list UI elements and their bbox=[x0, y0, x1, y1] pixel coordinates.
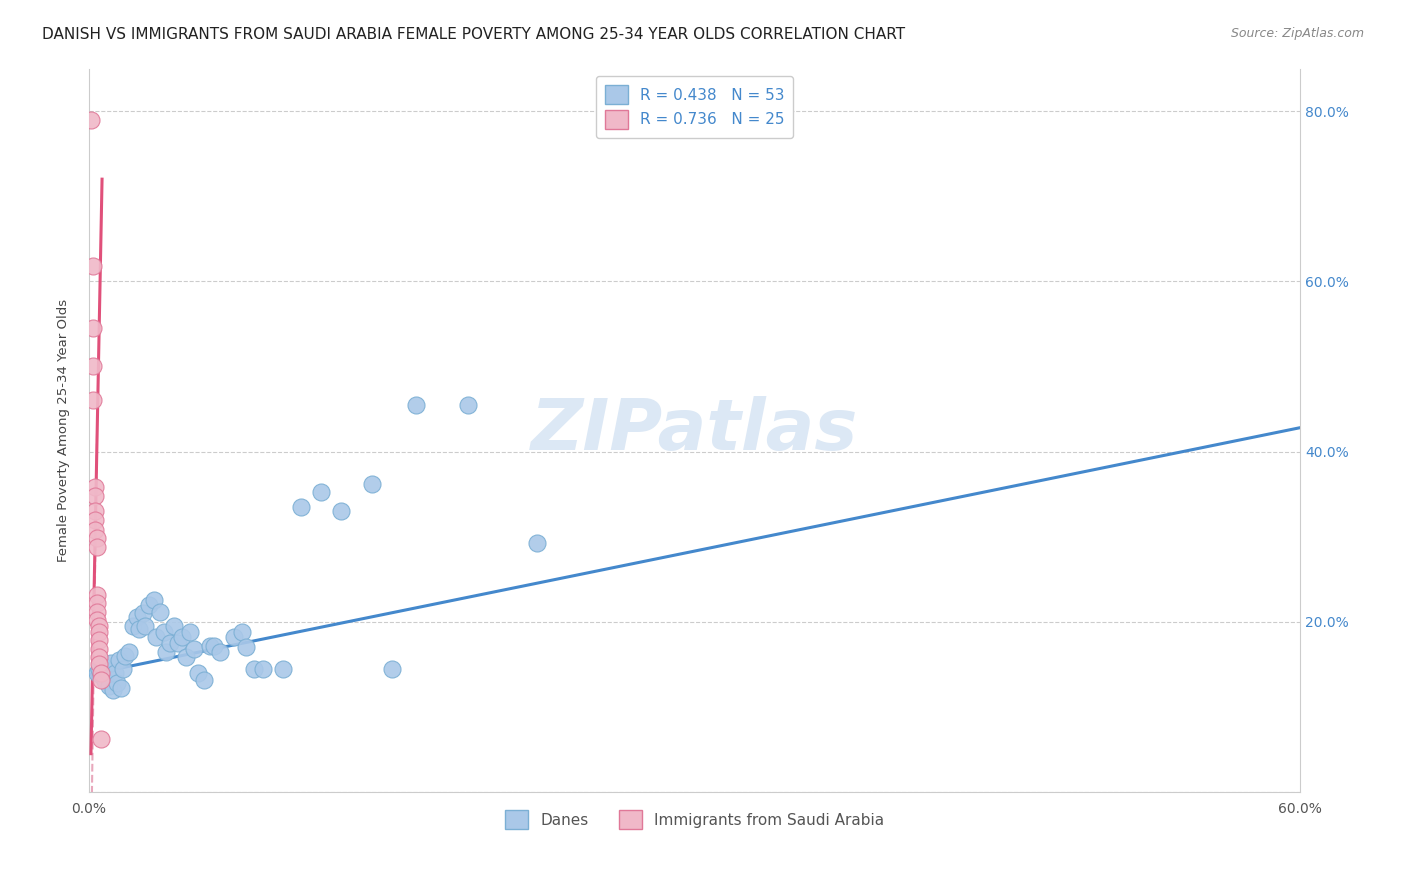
Text: ZIPatlas: ZIPatlas bbox=[531, 396, 858, 465]
Point bbox=[183, 642, 205, 657]
Point bbox=[104, 665, 127, 680]
Point bbox=[243, 661, 266, 675]
Point bbox=[145, 630, 167, 644]
Point bbox=[87, 661, 110, 675]
Point bbox=[360, 476, 382, 491]
Point bbox=[86, 613, 108, 627]
Legend: Danes, Immigrants from Saudi Arabia: Danes, Immigrants from Saudi Arabia bbox=[499, 804, 890, 835]
Point bbox=[202, 639, 225, 653]
Point bbox=[105, 676, 128, 690]
Point bbox=[87, 619, 110, 633]
Point bbox=[155, 644, 177, 658]
Point bbox=[231, 624, 253, 639]
Point bbox=[100, 656, 122, 670]
Point bbox=[235, 640, 257, 655]
Point bbox=[252, 661, 274, 675]
Text: Source: ZipAtlas.com: Source: ZipAtlas.com bbox=[1230, 27, 1364, 40]
Point bbox=[84, 480, 107, 494]
Point bbox=[82, 321, 104, 335]
Point bbox=[179, 624, 201, 639]
Point bbox=[96, 664, 118, 678]
Point bbox=[138, 598, 160, 612]
Point bbox=[90, 732, 112, 747]
Point bbox=[87, 624, 110, 639]
Point bbox=[134, 619, 156, 633]
Point bbox=[86, 596, 108, 610]
Point bbox=[457, 398, 479, 412]
Point bbox=[82, 259, 104, 273]
Point bbox=[112, 661, 135, 675]
Point bbox=[166, 636, 188, 650]
Point bbox=[86, 665, 108, 680]
Point bbox=[86, 540, 108, 554]
Point bbox=[86, 532, 108, 546]
Point bbox=[132, 606, 155, 620]
Point bbox=[198, 639, 221, 653]
Point bbox=[193, 673, 215, 687]
Point bbox=[163, 619, 186, 633]
Point bbox=[309, 485, 332, 500]
Point bbox=[290, 500, 312, 514]
Point bbox=[122, 619, 145, 633]
Point bbox=[142, 593, 165, 607]
Point bbox=[174, 650, 197, 665]
Point bbox=[86, 587, 108, 601]
Point bbox=[209, 644, 232, 658]
Point bbox=[159, 636, 181, 650]
Point bbox=[187, 665, 209, 680]
Point bbox=[84, 504, 107, 518]
Point bbox=[82, 393, 104, 408]
Point bbox=[80, 112, 103, 127]
Point bbox=[118, 644, 141, 658]
Point bbox=[90, 665, 112, 680]
Point bbox=[87, 633, 110, 648]
Point bbox=[82, 359, 104, 374]
Point bbox=[108, 653, 131, 667]
Point bbox=[330, 504, 353, 518]
Point bbox=[170, 630, 193, 644]
Point bbox=[152, 624, 174, 639]
Point bbox=[91, 659, 114, 673]
Point bbox=[87, 642, 110, 657]
Point bbox=[87, 650, 110, 665]
Point bbox=[87, 657, 110, 672]
Point bbox=[98, 679, 121, 693]
Y-axis label: Female Poverty Among 25-34 Year Olds: Female Poverty Among 25-34 Year Olds bbox=[58, 299, 70, 562]
Point bbox=[84, 523, 107, 537]
Point bbox=[405, 398, 427, 412]
Point bbox=[101, 682, 124, 697]
Point bbox=[271, 661, 294, 675]
Point bbox=[127, 610, 149, 624]
Point bbox=[224, 630, 246, 644]
Point bbox=[526, 536, 548, 550]
Point bbox=[90, 673, 112, 687]
Point bbox=[114, 648, 136, 663]
Point bbox=[128, 622, 150, 636]
Text: DANISH VS IMMIGRANTS FROM SAUDI ARABIA FEMALE POVERTY AMONG 25-34 YEAR OLDS CORR: DANISH VS IMMIGRANTS FROM SAUDI ARABIA F… bbox=[42, 27, 905, 42]
Point bbox=[381, 661, 404, 675]
Point bbox=[94, 674, 117, 689]
Point bbox=[86, 605, 108, 619]
Point bbox=[148, 605, 170, 619]
Point bbox=[84, 513, 107, 527]
Point bbox=[110, 681, 132, 695]
Point bbox=[84, 489, 107, 503]
Point bbox=[90, 667, 112, 681]
